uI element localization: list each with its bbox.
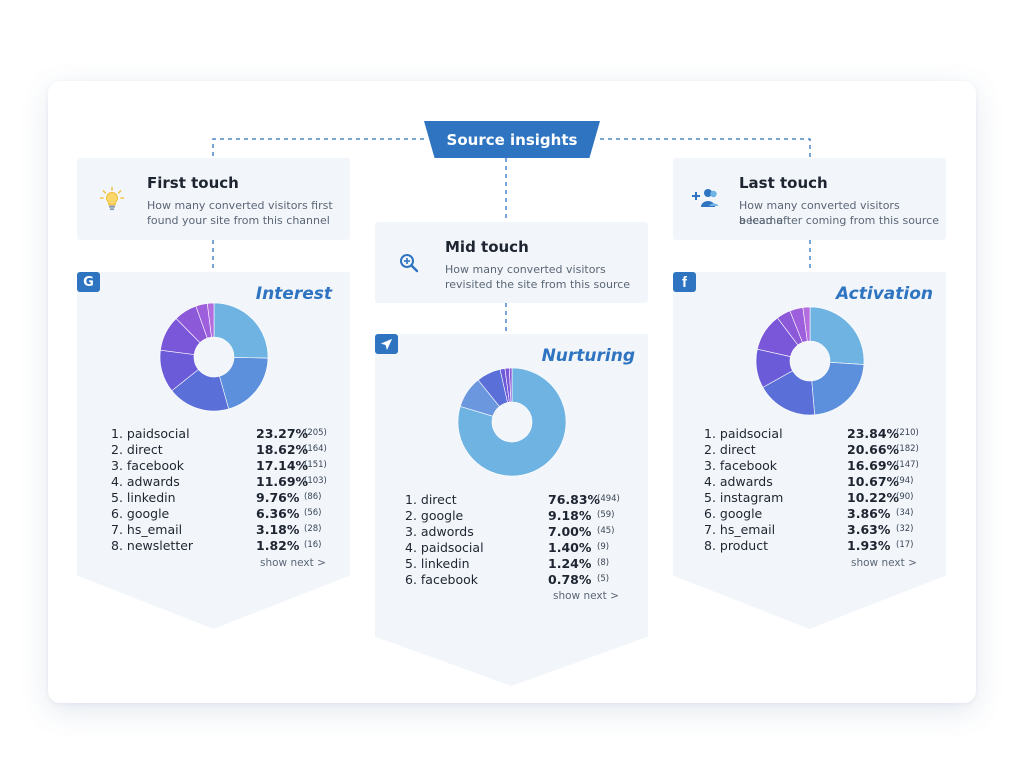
pie-slice-paidsocial (809, 306, 865, 365)
list-item: 1. paidsocial 23.27% (205) (111, 426, 327, 441)
google-icon: G (77, 272, 100, 292)
last-touch-title: Last touch (739, 174, 828, 192)
list-item: 7. hs_email 3.63% (32) (704, 522, 914, 537)
last-touch-box: Last touch How many converted visitors b… (673, 158, 946, 240)
list-item: 2. google 9.18% (59) (405, 508, 615, 523)
list-item: 4. paidsocial 1.40% (9) (405, 540, 610, 555)
pie-slice-product (802, 306, 811, 342)
mid-touch-title: Mid touch (445, 238, 529, 256)
list-item: 6. facebook 0.78% (5) (405, 572, 610, 587)
first-touch-description-line2: found your site from this channel (147, 214, 330, 227)
mid-touch-description-line2: revisited the site from this source (445, 278, 631, 291)
activation-show-next-link[interactable]: show next > (851, 557, 917, 569)
list-item: 3. adwords 7.00% (45) (405, 524, 615, 539)
pie-slice-direct (811, 362, 865, 416)
list-item: 7. hs_email 3.18% (28) (111, 522, 322, 537)
list-item: 8. product 1.93% (17) (704, 538, 914, 553)
first-touch-description-line1: How many converted visitors first (147, 199, 333, 212)
interest-donut-chart (159, 302, 269, 412)
list-item: 2. direct 20.66% (182) (704, 442, 919, 457)
list-item: 5. linkedin 9.76% (86) (111, 490, 322, 505)
list-item: 6. google 3.86% (34) (704, 506, 914, 521)
first-touch-box: First touch How many converted visitors … (77, 158, 350, 240)
activation-list: 1. paidsocial 23.84% (210) 2. direct 20.66%… (704, 426, 934, 554)
facebook-icon: f (673, 272, 696, 292)
interest-title: Interest (255, 284, 332, 304)
nurturing-donut-chart (457, 367, 567, 477)
source-insights-banner: Source insights (424, 121, 600, 158)
list-item: 6. google 6.36% (56) (111, 506, 322, 521)
mid-touch-box: Mid touch How many converted visitors re… (375, 222, 648, 303)
pie-slice-direct (457, 367, 567, 477)
list-item: 4. adwards 11.69% (103) (111, 474, 327, 489)
interest-panel: G Interest 1. paidsocial 23.27% (205) 2. d… (77, 272, 350, 629)
list-item: 4. adwards 10.67% (94) (704, 474, 914, 489)
list-item: 8. newsletter 1.82% (16) (111, 538, 322, 553)
interest-show-next-link[interactable]: show next > (260, 557, 326, 569)
activation-donut-chart (755, 306, 865, 416)
first-touch-title: First touch (147, 174, 239, 192)
activation-title: Activation (836, 284, 933, 304)
activation-panel: f Activation 1. paidsocial 23.84% (210) 2.… (673, 272, 946, 629)
last-touch-description-line2: a lead after coming from this source (739, 214, 939, 227)
nurturing-show-next-link[interactable]: show next > (553, 590, 619, 602)
interest-list: 1. paidsocial 23.27% (205) 2. direct 18.62%… (111, 426, 341, 554)
mid-touch-description-line1: How many converted visitors (445, 263, 606, 276)
list-item: 3. facebook 17.14% (151) (111, 458, 327, 473)
lightbulb-icon (99, 186, 125, 211)
list-item: 5. linkedin 1.24% (8) (405, 556, 610, 571)
nurturing-list: 1. direct 76.83% (494) 2. google 9.18% (59) … (405, 492, 635, 588)
pie-slice-paidsocial (213, 302, 269, 359)
list-item: 5. instagram 10.22% (90) (704, 490, 914, 505)
nurturing-panel: Nurturing 1. direct 76.83% (494) 2. google… (375, 334, 648, 686)
list-item: 1. direct 76.83% (494) (405, 492, 620, 507)
pie-slice-newsletter (206, 302, 215, 338)
pie-slice-facebook (508, 367, 513, 403)
pie-slice-direct (219, 357, 269, 410)
paper-plane-icon (375, 334, 398, 354)
last-touch-description-line1: How many converted visitors became (739, 199, 900, 227)
add-user-icon (692, 189, 719, 207)
list-item: 3. facebook 16.69% (147) (704, 458, 919, 473)
nurturing-title: Nurturing (541, 346, 635, 366)
magnifier-plus-icon (400, 254, 419, 273)
list-item: 2. direct 18.62% (164) (111, 442, 327, 457)
list-item: 1. paidsocial 23.84% (210) (704, 426, 919, 441)
